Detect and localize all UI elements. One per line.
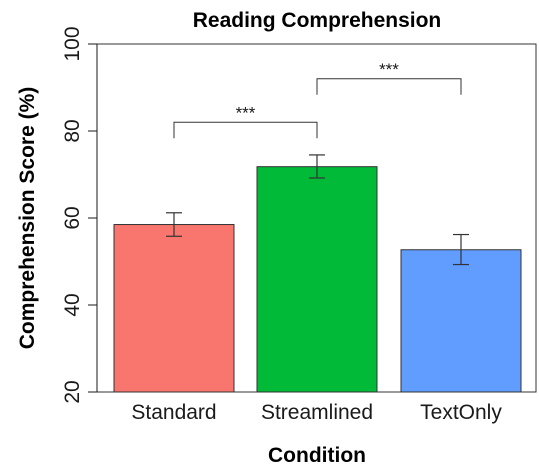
significance-label: *** [379,60,399,79]
y-axis-label: Comprehension Score (%) [16,87,39,350]
y-tick-label: 80 [61,119,84,142]
x-tick-label: TextOnly [420,401,502,424]
y-tick-label: 100 [61,26,84,61]
x-axis-label: Condition [268,444,366,467]
y-tick-label: 40 [61,293,84,316]
error-bars-group [166,154,469,266]
y-tick-label: 60 [61,206,84,229]
y-axis: 20 40 60 80 100 [61,26,98,404]
bar-standard [113,224,235,393]
x-tick-label: Streamlined [261,401,373,424]
error-bar-standard [166,212,182,237]
error-bar-streamlined [309,154,325,179]
y-tick-label: 20 [61,380,84,403]
bar-textonly [400,249,522,393]
x-tick-label: Standard [131,401,216,424]
bars-group [113,166,522,393]
bar-streamlined [256,166,378,393]
significance-label: *** [236,103,256,122]
significance-bracket: *** [173,103,318,139]
error-bar-textonly [453,233,469,266]
significance-group: *** *** [173,60,462,139]
significance-bracket: *** [316,60,462,95]
x-axis: Standard Streamlined TextOnly [131,401,502,424]
chart-title: Reading Comprehension [193,9,442,32]
